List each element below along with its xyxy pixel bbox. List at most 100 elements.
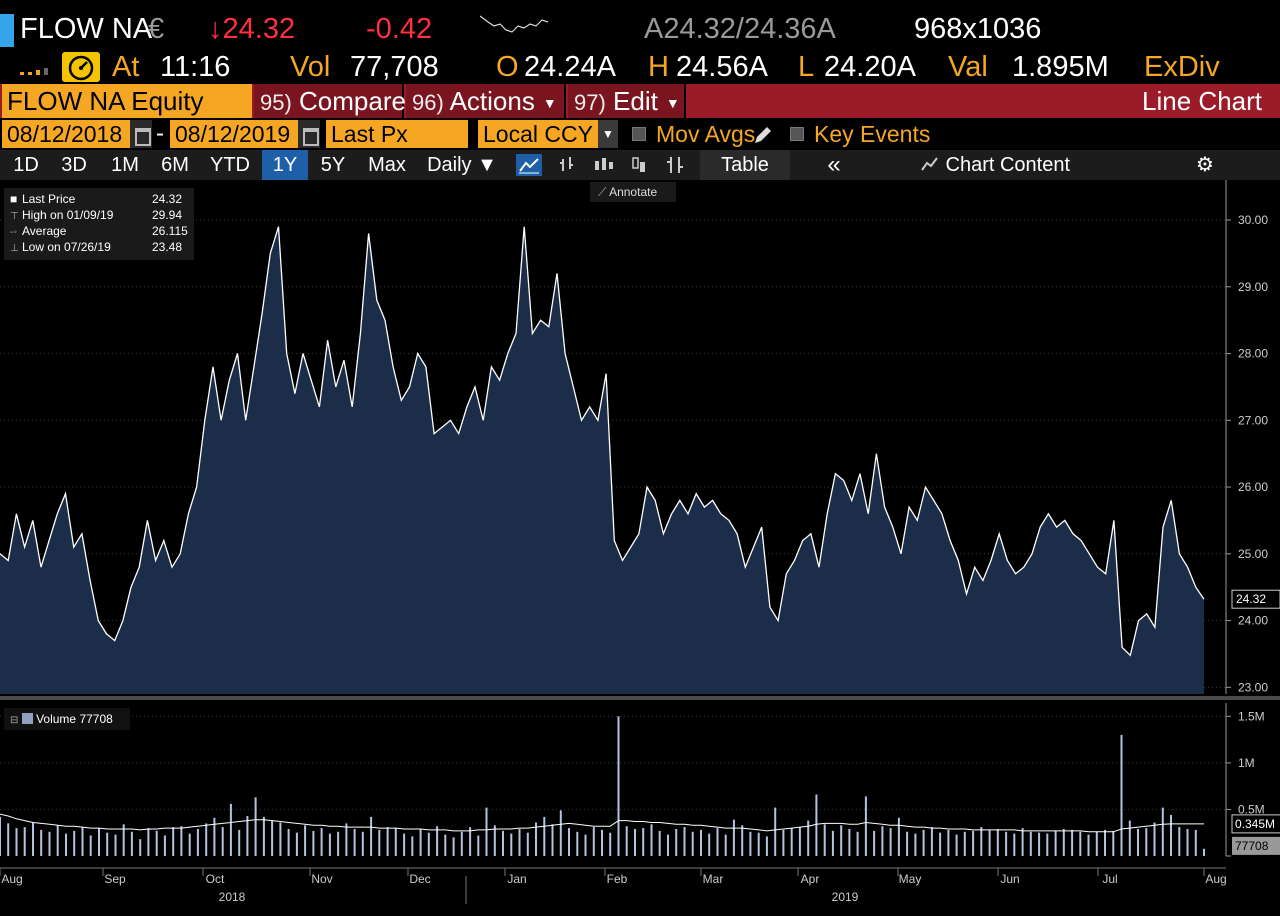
volume-bar	[386, 827, 389, 856]
volume-bar	[460, 831, 463, 856]
ticker[interactable]: FLOW NA	[20, 13, 153, 45]
volume-bar	[757, 832, 760, 856]
collapse-icon[interactable]: «	[827, 151, 841, 178]
end-date-input[interactable]: 08/12/2019	[170, 120, 298, 148]
x-tick-label: Nov	[311, 872, 332, 886]
volume-bar	[1005, 831, 1008, 856]
volume-bar	[1128, 820, 1131, 856]
y-tick-label: 30.00	[1238, 213, 1268, 227]
volume-bar	[568, 828, 570, 856]
volume-bar	[180, 826, 183, 856]
range-ytd[interactable]: YTD	[210, 154, 250, 176]
bid-ask-size: 968x1036	[914, 13, 1042, 45]
range-1y[interactable]: 1Y	[262, 150, 308, 180]
compare-button[interactable]: 95) Compare	[254, 84, 406, 118]
val-label: Val	[948, 51, 988, 83]
pencil-icon[interactable]	[752, 124, 774, 146]
chevron-down-icon[interactable]: ▼	[598, 120, 618, 148]
collapse-small-icon: ⊟	[10, 715, 19, 726]
bar-chart-icon[interactable]	[554, 154, 580, 176]
high-label: H	[648, 51, 669, 83]
security-field[interactable]: FLOW NA Equity	[2, 84, 252, 118]
volume-bar	[889, 828, 892, 856]
candle-icon[interactable]	[590, 154, 616, 176]
range-1d[interactable]: 1D	[13, 154, 39, 176]
y-tick-label: 25.00	[1238, 547, 1268, 561]
volume-bar	[807, 820, 810, 856]
volume-bar	[139, 839, 142, 856]
currency-select[interactable]: Local CCY	[478, 120, 598, 148]
volume-bar	[831, 830, 834, 856]
volume-bar	[1120, 734, 1123, 856]
range-1m[interactable]: 1M	[111, 154, 139, 176]
volume-label: Volume	[36, 712, 77, 726]
volume-bar	[73, 830, 76, 856]
legend-low-value: 23.48	[152, 240, 183, 254]
volume-bar	[856, 831, 859, 856]
volume-legend: ⊟ Volume 77708	[4, 708, 130, 730]
line-chart[interactable]: 23.00 24.00 25.00 26.00 27.00 28.00 29.00 30.00…	[0, 180, 1280, 916]
line-chart-icon[interactable]	[516, 154, 542, 176]
legend-high-value: 29.94	[152, 208, 183, 222]
calendar-icon[interactable]	[298, 120, 320, 148]
low-marker-icon: ⊥	[10, 243, 19, 254]
chevron-down-icon: ▼	[477, 154, 497, 176]
volume-bar	[40, 829, 43, 856]
open-value: 24.24A	[524, 51, 616, 83]
volume-bar	[1054, 830, 1057, 856]
range-5y[interactable]: 5Y	[320, 154, 346, 176]
legend-high-label: High on 01/09/19	[22, 208, 114, 222]
volume-bar	[122, 824, 125, 856]
hilo-icon[interactable]	[626, 154, 652, 176]
volume-bar	[980, 827, 983, 856]
legend-high: ⊤ High on 01/09/19 29.94	[10, 207, 194, 223]
field-select[interactable]: Last Px	[326, 120, 468, 148]
chart-content-button[interactable]: Chart Content	[910, 150, 1080, 180]
ohlc-icon[interactable]	[662, 154, 688, 176]
volume-bar	[1038, 832, 1041, 856]
mov-avgs-label[interactable]: Mov Avgs	[656, 121, 756, 147]
speedometer-icon[interactable]	[62, 52, 100, 82]
actions-button[interactable]: 96) Actions ▼	[406, 84, 566, 118]
frequency-select[interactable]: Daily ▼	[420, 150, 504, 180]
legend-swatch-icon: ■	[10, 192, 18, 206]
range-max[interactable]: Max	[368, 154, 406, 176]
mov-avgs-checkbox[interactable]	[632, 127, 646, 141]
legend-average: -◦ Average 26.115	[10, 223, 194, 239]
low-value: 24.20A	[824, 51, 916, 83]
vol-label: Vol	[290, 51, 331, 83]
volume-bar	[477, 835, 480, 856]
start-date-input[interactable]: 08/12/2018	[2, 120, 130, 148]
currency-symbol: €	[148, 13, 165, 45]
volume-bar	[642, 828, 645, 856]
volume-bar	[782, 829, 785, 856]
volume-bar	[436, 826, 439, 856]
volume-bar	[609, 832, 612, 856]
range-3d[interactable]: 3D	[61, 154, 87, 176]
calendar-icon[interactable]	[130, 120, 152, 148]
volume-bar	[444, 834, 447, 856]
volume-bar	[897, 817, 900, 856]
volume-bar	[559, 810, 562, 856]
volume-bar	[815, 794, 818, 856]
annotate-button[interactable]: ⟋ Annotate	[590, 182, 676, 202]
x-tick-label: Jun	[1000, 872, 1019, 886]
legend-last-price: ■ Last Price 24.32	[10, 191, 194, 207]
signal-bars-icon	[20, 68, 48, 75]
table-button[interactable]: Table	[700, 150, 790, 180]
exdiv-label[interactable]: ExDiv	[1144, 51, 1220, 83]
volume-bar	[1161, 807, 1164, 856]
key-events-label[interactable]: Key Events	[814, 121, 931, 147]
sparkline-icon	[480, 15, 548, 33]
volume-bar	[840, 825, 843, 856]
gear-icon[interactable]: ⚙	[1196, 154, 1214, 176]
key-events-checkbox[interactable]	[790, 127, 804, 141]
edit-button[interactable]: 97) Edit ▼	[568, 84, 686, 118]
range-6m[interactable]: 6M	[161, 154, 189, 176]
volume-bar	[732, 819, 735, 856]
volume-bar	[658, 830, 661, 856]
volume-bar	[130, 831, 133, 856]
volume-bar	[370, 816, 373, 856]
last-time: 11:16	[160, 51, 231, 83]
volume-bar	[1178, 827, 1181, 856]
